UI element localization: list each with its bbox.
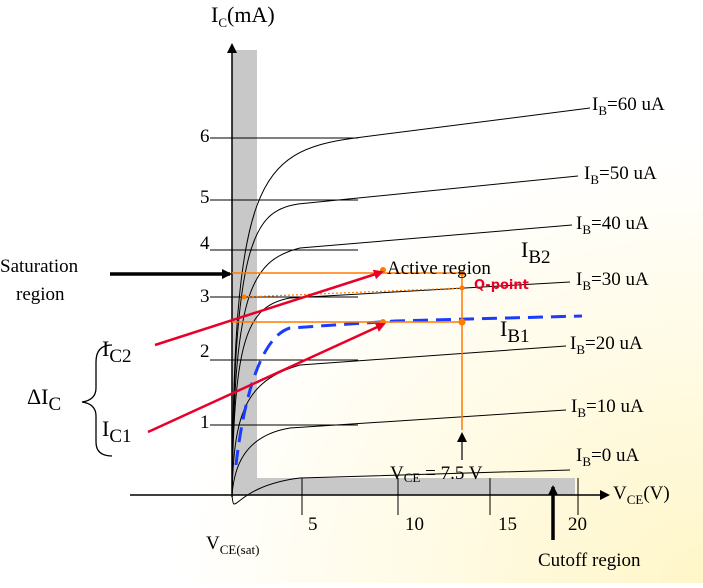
active-region-label: Active region — [387, 258, 491, 279]
y-tick-lines — [210, 137, 358, 426]
curve-label-ib-50: IB=50 uA — [584, 163, 657, 187]
ib1-dashed-curve — [234, 314, 583, 466]
delta-ic-label: ΔIC — [27, 384, 61, 415]
cutoff-region-shade — [257, 478, 575, 495]
x-tick-label: 15 — [498, 514, 517, 535]
saturation-region-label-line2: region — [16, 284, 65, 305]
curve-label-ib-40: IB=40 uA — [576, 213, 649, 237]
q-point-label: Q-point — [474, 278, 529, 293]
vce-sat-label: VCE(sat) — [206, 533, 259, 557]
saturation-region-label-line1: Saturation — [0, 256, 79, 277]
y-tick-label: 1 — [200, 412, 210, 433]
curve-label-ib-30: IB=30 uA — [576, 269, 649, 293]
q-point-construction — [232, 267, 467, 460]
ib-curve-line — [231, 224, 573, 496]
ib1-label: IB1 — [500, 316, 530, 347]
ic2-pointer — [154, 269, 384, 347]
delta-ic-brace — [81, 344, 113, 457]
ib-curve-line — [231, 409, 567, 496]
y-tick-label: 3 — [200, 286, 210, 307]
y-tick-label: 4 — [200, 233, 210, 254]
ib2-point — [459, 270, 465, 276]
curve-label-ib-20: IB=20 uA — [570, 333, 643, 357]
vce-value-label: VCE = 7.5 V — [390, 463, 483, 485]
ib-curve-line — [231, 469, 571, 505]
ib-curve-line — [231, 175, 579, 496]
ib-curve-line — [231, 107, 591, 496]
y-tick-label: 2 — [200, 341, 210, 362]
y-axis-label: IC(mA) — [211, 2, 275, 30]
cutoff-region-label: Cutoff region — [538, 550, 641, 571]
ib2-label: IB2 — [521, 237, 551, 268]
ic-q-marker — [241, 294, 247, 300]
x-tick-label: 5 — [308, 514, 318, 535]
ic-q-dotted-line — [243, 287, 463, 298]
ic1-label: IC1 — [102, 416, 132, 447]
ib-curve-line — [231, 281, 571, 496]
x-tick-lines — [301, 478, 579, 515]
curve-label-ib-60: IB=60 uA — [592, 94, 665, 118]
curve-label-ib-0: IB=0 uA — [576, 445, 639, 469]
ib1-point — [458, 318, 466, 326]
curve-label-ib-10: IB=10 uA — [571, 396, 644, 420]
x-axis-label: VCE(V) — [613, 483, 670, 507]
x-tick-label: 20 — [568, 514, 587, 535]
ic2-label: IC2 — [102, 336, 132, 367]
ic1-pointer — [147, 322, 386, 434]
y-tick-label: 6 — [200, 126, 210, 147]
x-tick-label: 10 — [405, 514, 424, 535]
q-point-marker — [459, 285, 465, 291]
y-tick-label: 5 — [200, 187, 210, 208]
